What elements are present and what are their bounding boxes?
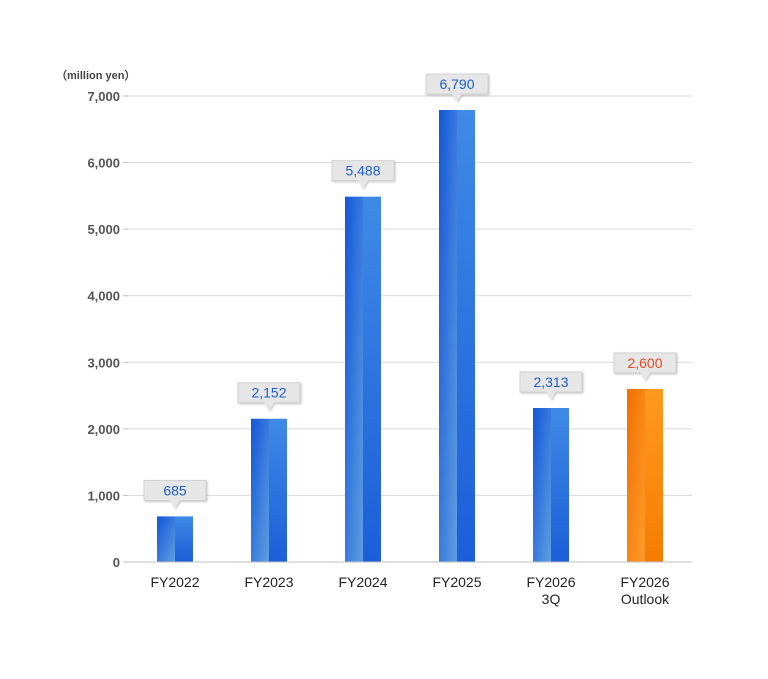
callout-pointer	[358, 180, 368, 189]
bar	[627, 388, 663, 562]
data-label-callout	[425, 73, 489, 102]
data-label-callout	[519, 371, 583, 401]
bar-left-face	[533, 408, 551, 562]
bar	[439, 109, 475, 562]
x-tick-label: FY2022	[150, 574, 199, 590]
data-label: 685	[163, 482, 187, 498]
y-tick-label: 1,000	[87, 488, 120, 503]
y-tick-label: 7,000	[87, 89, 120, 104]
data-label-callout	[143, 479, 207, 509]
bar-left-face	[627, 388, 645, 562]
callout-pointer	[170, 499, 180, 509]
callout-pointer	[452, 93, 462, 102]
callout-pointer	[640, 372, 650, 381]
y-tick-label: 4,000	[87, 289, 120, 304]
y-tick-label: 0	[113, 555, 120, 570]
data-label: 2,600	[627, 355, 662, 371]
y-tick-label: 6,000	[87, 156, 120, 171]
bar-left-face	[157, 516, 175, 562]
x-tick-label: FY2026	[620, 574, 669, 590]
bar	[251, 418, 287, 562]
callout-pointer	[546, 391, 556, 401]
bar	[157, 516, 193, 562]
bar	[533, 408, 569, 562]
y-axis-unit-label: （million yen）	[56, 69, 135, 82]
callout-pointer	[264, 402, 274, 411]
bar-right-face	[645, 388, 663, 562]
data-label: 5,488	[345, 163, 380, 179]
x-axis: FY2022 FY2023 FY2024 FY2025 FY20263QFY2026Ou…	[128, 561, 692, 607]
bar-left-face	[251, 418, 269, 562]
x-tick-label: FY2026	[526, 574, 575, 590]
bar-right-face	[457, 109, 475, 562]
data-label: 2,313	[533, 374, 568, 390]
y-tick-label: 2,000	[87, 422, 120, 437]
x-tick-label: 3Q	[542, 591, 561, 607]
x-tick-label: FY2023	[244, 574, 293, 590]
data-label-callout	[331, 160, 395, 189]
data-label-callout	[613, 352, 677, 381]
y-tick-label: 3,000	[87, 355, 120, 370]
x-tick-label: FY2025	[432, 574, 481, 590]
bar-right-face	[269, 418, 287, 562]
y-axis: （million yen） 0 1,000 2,000 3,000 4,000 5,000…	[56, 69, 135, 570]
data-labels: 685 2,152 5,488 6,790 2,313 2,600	[143, 73, 677, 509]
y-tick-label: 5,000	[87, 222, 120, 237]
x-tick-label: Outlook	[621, 591, 670, 607]
data-label: 6,790	[439, 76, 474, 92]
bar-right-face	[363, 196, 381, 562]
data-label-callout	[237, 382, 301, 411]
gridlines	[128, 95, 692, 496]
bar-right-face	[551, 408, 569, 562]
bars	[157, 109, 663, 562]
bar	[345, 196, 381, 562]
x-tick-label: FY2024	[338, 574, 387, 590]
bar-left-face	[345, 196, 363, 562]
bar-left-face	[439, 109, 457, 562]
bar-right-face	[175, 516, 193, 562]
data-label: 2,152	[251, 385, 286, 401]
